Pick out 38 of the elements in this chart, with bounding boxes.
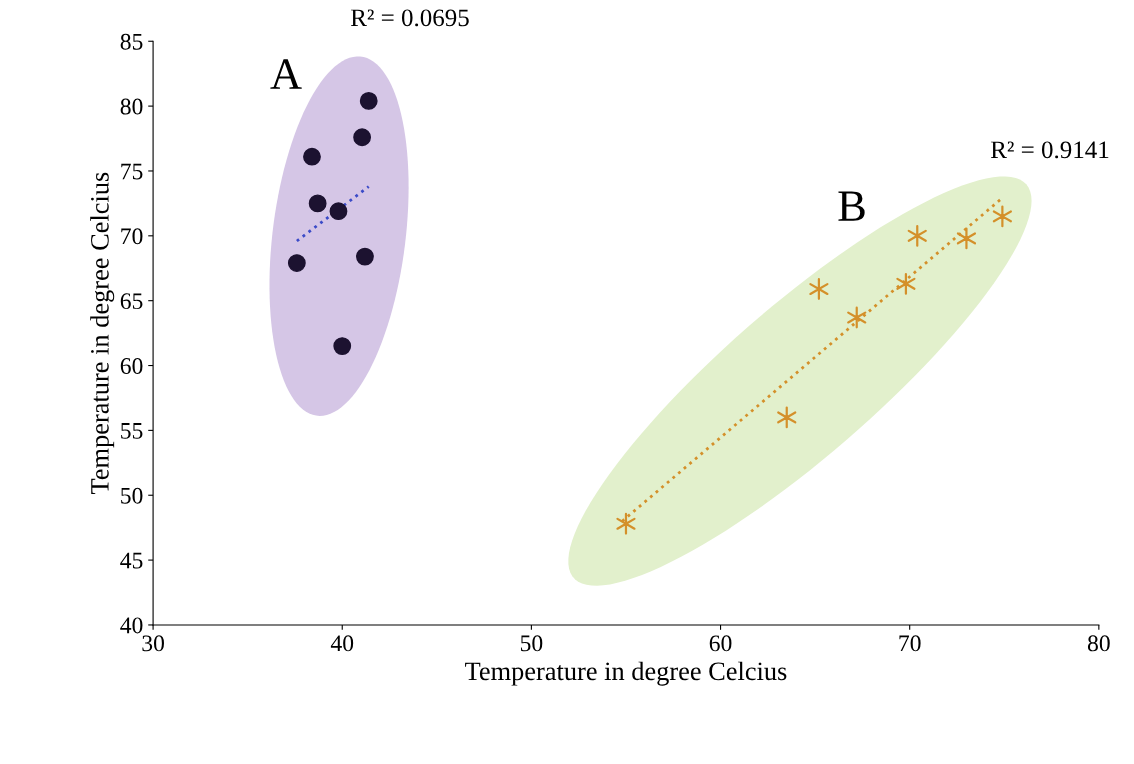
x-axis-title: Temperature in degree Celcius [465, 661, 787, 686]
x-tick-label: 40 [330, 635, 354, 652]
point [333, 337, 352, 355]
point [303, 147, 321, 166]
point [777, 406, 797, 429]
annotation: B [838, 191, 865, 221]
point [616, 512, 636, 535]
x-tick-label: 30 [142, 635, 164, 652]
point [359, 92, 378, 110]
y-axis-title: Temperature in degree Celcius [90, 172, 115, 494]
point [847, 306, 867, 329]
x-tick-label: 70 [899, 635, 921, 652]
point [356, 247, 374, 266]
point [353, 128, 372, 147]
y-tick-label: 65 [120, 293, 143, 310]
point [809, 278, 829, 300]
y-tick-label: 55 [121, 423, 143, 439]
y-tick-label: 40 [120, 617, 143, 634]
point [329, 202, 348, 221]
point [956, 227, 977, 250]
annotation: A [270, 59, 302, 89]
y-tick-label: 75 [121, 163, 143, 180]
point [992, 205, 1012, 228]
y-tick-label: 50 [121, 487, 143, 504]
y-tick-label: 45 [120, 552, 143, 569]
y-tick-label: 70 [121, 228, 143, 245]
annotation: R² = 0.9141 [990, 141, 1109, 159]
x-tick-label: 80 [1087, 635, 1110, 652]
point [907, 224, 927, 247]
x-tick-label: 50 [520, 635, 543, 652]
point [308, 194, 327, 213]
text: R² = 0.0695 [350, 9, 469, 27]
y-tick-label: 85 [120, 33, 143, 50]
point [896, 272, 916, 295]
point [287, 254, 306, 272]
y-tick-label: 60 [120, 358, 143, 374]
x-tick-label: 60 [709, 635, 732, 652]
y-tick-label: 80 [120, 98, 143, 115]
